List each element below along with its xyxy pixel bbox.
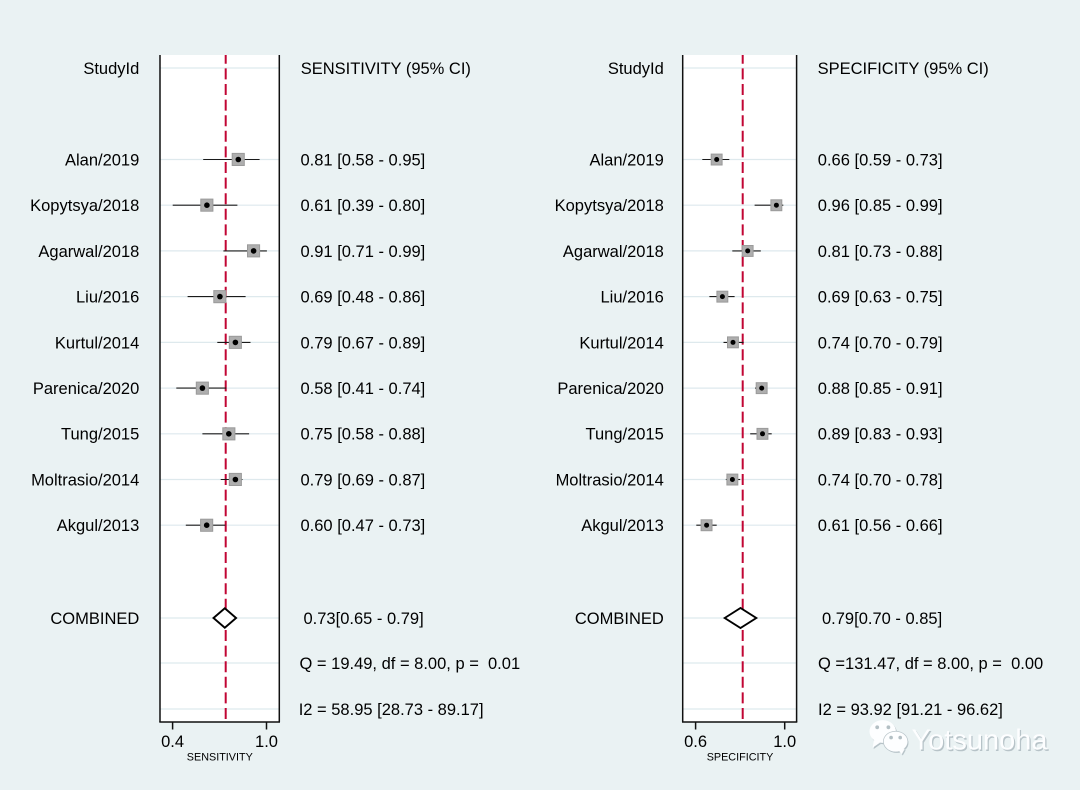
svg-text:Yotsunoha: Yotsunoha — [913, 726, 1050, 758]
svg-text:0.61 [0.56 - 0.66]: 0.61 [0.56 - 0.66] — [818, 517, 943, 535]
svg-text:0.81 [0.58 - 0.95]: 0.81 [0.58 - 0.95] — [301, 151, 426, 169]
svg-text:0.58 [0.41 - 0.74]: 0.58 [0.41 - 0.74] — [301, 380, 426, 398]
svg-text:I2 = 58.95 [28.73 - 89.17]: I2 = 58.95 [28.73 - 89.17] — [299, 701, 484, 719]
svg-text:Parenica/2020: Parenica/2020 — [33, 380, 139, 398]
svg-text:0.69 [0.63 - 0.75]: 0.69 [0.63 - 0.75] — [818, 289, 943, 307]
svg-text:0.60 [0.47 - 0.73]: 0.60 [0.47 - 0.73] — [301, 517, 426, 535]
svg-text:0.91 [0.71 - 0.99]: 0.91 [0.71 - 0.99] — [301, 243, 426, 261]
svg-text:SENSITIVITY (95% CI): SENSITIVITY (95% CI) — [301, 60, 471, 78]
svg-text:SPECIFICITY: SPECIFICITY — [707, 751, 774, 763]
svg-text:Kurtul/2014: Kurtul/2014 — [55, 334, 139, 352]
svg-text:Tung/2015: Tung/2015 — [586, 426, 664, 444]
svg-text:0.96 [0.85 - 0.99]: 0.96 [0.85 - 0.99] — [818, 197, 943, 215]
svg-text:0.74 [0.70 - 0.79]: 0.74 [0.70 - 0.79] — [818, 334, 943, 352]
svg-text:0.79[0.70 - 0.85]: 0.79[0.70 - 0.85] — [822, 610, 942, 628]
svg-text:0.79 [0.69 - 0.87]: 0.79 [0.69 - 0.87] — [301, 471, 426, 489]
svg-text:0.79 [0.67 - 0.89]: 0.79 [0.67 - 0.89] — [301, 334, 426, 352]
svg-text:Liu/2016: Liu/2016 — [76, 289, 139, 307]
svg-text:Kurtul/2014: Kurtul/2014 — [579, 334, 663, 352]
svg-text:Kopytsya/2018: Kopytsya/2018 — [555, 197, 664, 215]
svg-text:0.74 [0.70 - 0.78]: 0.74 [0.70 - 0.78] — [818, 471, 943, 489]
svg-text:Liu/2016: Liu/2016 — [600, 289, 663, 307]
svg-text:Tung/2015: Tung/2015 — [61, 426, 139, 444]
svg-text:Moltrasio/2014: Moltrasio/2014 — [556, 471, 664, 489]
svg-text:0.6: 0.6 — [684, 733, 707, 751]
svg-text:0.61 [0.39 - 0.80]: 0.61 [0.39 - 0.80] — [301, 197, 426, 215]
svg-text:0.81 [0.73 - 0.88]: 0.81 [0.73 - 0.88] — [818, 243, 943, 261]
svg-text:Alan/2019: Alan/2019 — [65, 151, 139, 169]
svg-text:Akgul/2013: Akgul/2013 — [581, 517, 664, 535]
svg-text:StudyId: StudyId — [608, 60, 664, 78]
svg-text:StudyId: StudyId — [83, 60, 139, 78]
svg-text:Alan/2019: Alan/2019 — [589, 151, 663, 169]
svg-text:Kopytsya/2018: Kopytsya/2018 — [30, 197, 139, 215]
svg-text:COMBINED: COMBINED — [575, 610, 664, 628]
svg-text:Parenica/2020: Parenica/2020 — [557, 380, 663, 398]
svg-text:0.73[0.65 - 0.79]: 0.73[0.65 - 0.79] — [304, 610, 424, 628]
svg-text:SENSITIVITY: SENSITIVITY — [187, 751, 253, 763]
svg-text:0.69 [0.48 - 0.86]: 0.69 [0.48 - 0.86] — [301, 289, 426, 307]
svg-text:0.88 [0.85 - 0.91]: 0.88 [0.85 - 0.91] — [818, 380, 943, 398]
svg-text:I2 = 93.92 [91.21 - 96.62]: I2 = 93.92 [91.21 - 96.62] — [818, 701, 1003, 719]
svg-text:Akgul/2013: Akgul/2013 — [57, 517, 140, 535]
svg-text:Yotsunoha: Yotsunoha — [912, 725, 1049, 757]
svg-text:1.0: 1.0 — [255, 733, 278, 751]
svg-text:Agarwal/2018: Agarwal/2018 — [38, 243, 139, 261]
svg-text:Moltrasio/2014: Moltrasio/2014 — [31, 471, 139, 489]
svg-text:COMBINED: COMBINED — [50, 610, 139, 628]
svg-text:0.66 [0.59 - 0.73]: 0.66 [0.59 - 0.73] — [818, 151, 943, 169]
svg-text:Agarwal/2018: Agarwal/2018 — [563, 243, 664, 261]
svg-text:0.89 [0.83 - 0.93]: 0.89 [0.83 - 0.93] — [818, 426, 943, 444]
svg-text:0.75 [0.58 - 0.88]: 0.75 [0.58 - 0.88] — [301, 426, 426, 444]
svg-text:SPECIFICITY (95% CI): SPECIFICITY (95% CI) — [818, 60, 989, 78]
svg-text:0.4: 0.4 — [161, 733, 184, 751]
svg-text:Q =131.47, df = 8.00, p = 0.0: Q =131.47, df = 8.00, p = 0.00 — [818, 655, 1043, 673]
svg-text:Q = 19.49, df = 8.00, p = 0.0: Q = 19.49, df = 8.00, p = 0.01 — [300, 655, 521, 673]
svg-text:1.0: 1.0 — [773, 733, 796, 751]
